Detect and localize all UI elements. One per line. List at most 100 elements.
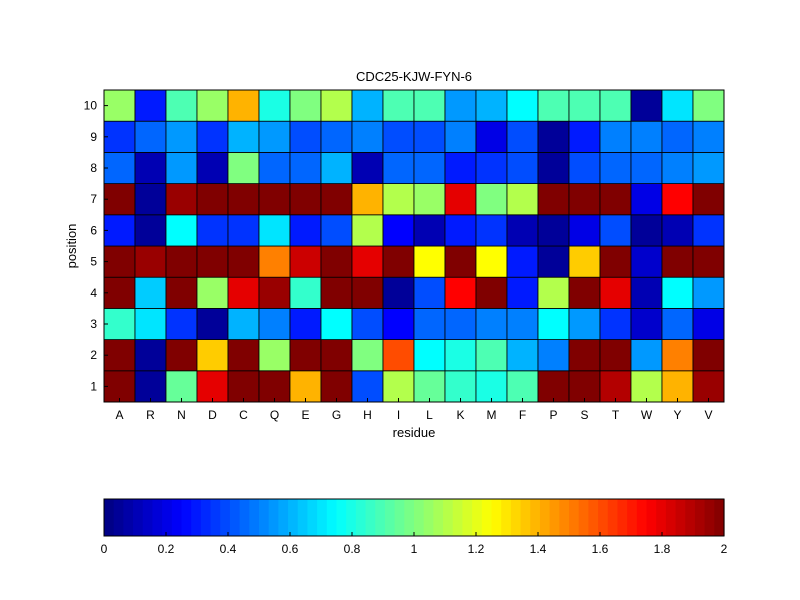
colorbar-segment xyxy=(191,499,202,536)
heatmap-cell-R-7 xyxy=(134,183,167,216)
y-tick-label: 1 xyxy=(90,379,97,393)
x-tick-label: L xyxy=(426,408,433,422)
heatmap-cell-G-9 xyxy=(320,120,353,153)
colorbar-segment xyxy=(365,499,376,536)
colorbar-segment xyxy=(142,499,154,536)
colorbar-tick-label: 1.6 xyxy=(592,542,609,556)
heatmap-cell-Y-1 xyxy=(661,370,694,403)
heatmap-cell-H-5 xyxy=(351,245,384,278)
heatmap-cell-R-4 xyxy=(134,276,167,309)
heatmap-cell-Q-7 xyxy=(258,183,291,216)
heatmap-cell-M-6 xyxy=(475,214,508,247)
heatmap-cell-P-2 xyxy=(537,339,570,372)
colorbar-segment xyxy=(530,499,541,536)
heatmap-cell-T-5 xyxy=(599,245,632,278)
heatmap-cell-S-8 xyxy=(568,151,601,184)
x-tick-label: I xyxy=(397,408,400,422)
colorbar-segment xyxy=(152,499,163,536)
heatmap-cell-H-7 xyxy=(351,183,384,216)
heatmap-cell-M-9 xyxy=(475,120,508,153)
y-axis-label: position xyxy=(64,224,79,269)
heatmap-cell-V-6 xyxy=(692,214,725,247)
colorbar-segment xyxy=(549,499,560,536)
heatmap-cell-N-5 xyxy=(165,245,198,278)
heatmap-cell-E-6 xyxy=(289,214,322,247)
colorbar-tick-label: 1 xyxy=(411,542,418,556)
heatmap-cell-N-9 xyxy=(165,120,198,153)
heatmap-cell-A-3 xyxy=(103,307,136,340)
heatmap-cell-I-4 xyxy=(382,276,415,309)
heatmap-cell-K-9 xyxy=(444,120,477,153)
colorbar-segment xyxy=(414,499,425,536)
colorbar-segment xyxy=(443,499,454,536)
heatmap-cell-F-6 xyxy=(506,214,539,247)
heatmap-cell-Y-3 xyxy=(661,307,694,340)
colorbar-tick-label: 1.4 xyxy=(530,542,547,556)
heatmap-cell-R-1 xyxy=(134,370,167,403)
heatmap-cell-L-1 xyxy=(413,370,446,403)
colorbar-tick-label: 1.2 xyxy=(468,542,485,556)
heatmap-cell-Y-7 xyxy=(661,183,694,216)
colorbar-segment xyxy=(539,499,551,536)
heatmap-cell-D-4 xyxy=(196,276,229,309)
heatmap-cell-E-3 xyxy=(289,307,322,340)
heatmap-cell-T-4 xyxy=(599,276,632,309)
heatmap-cell-I-1 xyxy=(382,370,415,403)
heatmap-cell-L-3 xyxy=(413,307,446,340)
heatmap-cell-Q-9 xyxy=(258,120,291,153)
plot-frame xyxy=(103,89,725,403)
heatmap-cell-K-7 xyxy=(444,183,477,216)
heatmap-cell-Y-5 xyxy=(661,245,694,278)
colorbar-segment xyxy=(336,499,347,536)
colorbar-segment xyxy=(617,499,628,536)
heatmap-cell-E-10 xyxy=(289,89,322,122)
heatmap-cell-W-8 xyxy=(630,151,663,184)
heatmap-cell-L-2 xyxy=(413,339,446,372)
heatmap-cell-E-2 xyxy=(289,339,322,372)
heatmap-cell-L-4 xyxy=(413,276,446,309)
colorbar-segment xyxy=(404,499,415,536)
colorbar-segment xyxy=(685,499,696,536)
heatmap-cell-H-3 xyxy=(351,307,384,340)
heatmap-cell-M-4 xyxy=(475,276,508,309)
x-tick-label: W xyxy=(641,408,653,422)
heatmap-cell-F-5 xyxy=(506,245,539,278)
heatmap-cell-Q-5 xyxy=(258,245,291,278)
y-tick-label: 7 xyxy=(90,192,97,206)
colorbar-segment xyxy=(501,499,512,536)
heatmap-cell-C-10 xyxy=(227,89,260,122)
heatmap-cell-A-10 xyxy=(103,89,136,122)
heatmap-cell-K-8 xyxy=(444,151,477,184)
heatmap-cell-W-9 xyxy=(630,120,663,153)
heatmap-cell-P-8 xyxy=(537,151,570,184)
x-tick-label: Y xyxy=(673,408,681,422)
colorbar-segment xyxy=(229,499,241,536)
x-tick-label: R xyxy=(146,408,155,422)
colorbar-segment xyxy=(249,499,260,536)
heatmap-cell-Q-3 xyxy=(258,307,291,340)
heatmap-cell-V-2 xyxy=(692,339,725,372)
heatmap-cell-R-5 xyxy=(134,245,167,278)
heatmap-cell-C-4 xyxy=(227,276,260,309)
heatmap-cell-H-2 xyxy=(351,339,384,372)
colorbar-segment xyxy=(288,499,299,536)
x-tick-label: K xyxy=(456,408,464,422)
heatmap-cell-R-10 xyxy=(134,89,167,122)
heatmap-cell-G-6 xyxy=(320,214,353,247)
heatmap-cell-V-8 xyxy=(692,151,725,184)
heatmap-cell-N-3 xyxy=(165,307,198,340)
y-tick-label: 9 xyxy=(90,130,97,144)
heatmap-cell-G-3 xyxy=(320,307,353,340)
y-tick-label: 3 xyxy=(90,317,97,331)
x-tick-label: C xyxy=(239,408,248,422)
heatmap-cell-M-2 xyxy=(475,339,508,372)
colorbar-segment xyxy=(656,499,667,536)
colorbar-segment xyxy=(665,499,677,536)
heatmap-cell-H-8 xyxy=(351,151,384,184)
heatmap-cell-G-8 xyxy=(320,151,353,184)
colorbar-segment xyxy=(307,499,318,536)
heatmap-cell-Y-8 xyxy=(661,151,694,184)
heatmap-cell-Q-6 xyxy=(258,214,291,247)
heatmap-cell-E-5 xyxy=(289,245,322,278)
colorbar-segment xyxy=(675,499,686,536)
